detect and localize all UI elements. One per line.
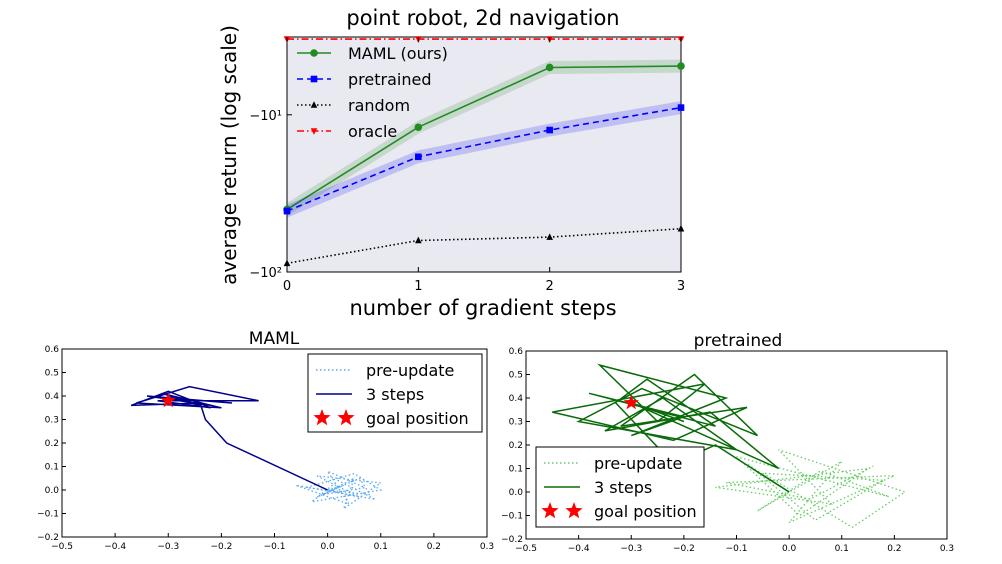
top-chart-title: point robot, 2d navigation (346, 6, 619, 30)
series-random (283, 224, 685, 267)
x-tick-label: 0.2 (887, 544, 901, 554)
legend-marker (310, 128, 318, 135)
x-tick-label: 0.3 (940, 544, 954, 554)
x-tick-label: 0.0 (782, 544, 797, 554)
confidence-band (287, 101, 681, 218)
x-tick-label: 0.3 (480, 542, 494, 552)
legend-marker (310, 101, 318, 108)
data-point (546, 233, 553, 240)
data-point (414, 123, 423, 132)
y-tick-label: 0.2 (45, 439, 59, 449)
maml-chart-title: MAML (249, 329, 300, 349)
y-tick-label: 0.1 (509, 465, 523, 475)
legend-label: oracle (348, 122, 397, 141)
legend-goal-star (337, 409, 355, 426)
pretrained-chart-title: pretrained (694, 331, 783, 351)
y-tick-label: 0.0 (45, 486, 60, 496)
legend-label: goal position (366, 409, 469, 428)
top-chart-x-axis-label: number of gradient steps (349, 296, 616, 320)
data-point (415, 236, 422, 244)
top-chart-y-axis-label: average return (log scale) (217, 25, 241, 285)
legend-goal-star (541, 502, 559, 519)
x-tick-label: 0.2 (427, 542, 441, 552)
y-tick-label: 0.4 (45, 392, 60, 402)
y-tick-label: 0.4 (509, 394, 524, 404)
x-tick-label: −0.3 (620, 544, 642, 554)
x-tick-label: 3 (677, 279, 685, 294)
x-tick-label: −0.1 (726, 544, 748, 554)
x-tick-label: −0.3 (157, 542, 179, 552)
data-point (415, 153, 422, 161)
y-tick-label: 0.5 (45, 369, 59, 379)
goal-star (623, 394, 639, 410)
y-tick-label: −10² (249, 266, 282, 281)
data-point (545, 63, 554, 72)
x-tick-label: −0.5 (51, 542, 73, 552)
x-tick-label: −0.1 (264, 542, 286, 552)
maml-chart-legend: pre-update 3 steps goal position (307, 353, 483, 433)
y-tick-label: 0.6 (509, 347, 524, 357)
y-tick-label: 0.6 (45, 345, 60, 355)
legend-label: random (348, 96, 410, 115)
legend-goal-star (565, 502, 583, 519)
x-tick-label: −0.4 (104, 542, 126, 552)
legend-label: MAML (ours) (348, 44, 448, 63)
x-tick-label: −0.4 (568, 544, 590, 554)
x-tick-label: 1 (414, 279, 422, 294)
x-tick-label: 0.1 (835, 544, 849, 554)
data-point (677, 62, 685, 70)
x-tick-label: 0.1 (374, 542, 388, 552)
data-point (283, 207, 291, 215)
y-tick-label: 0.0 (509, 488, 524, 498)
y-tick-label: −0.1 (37, 510, 59, 520)
pretrained-trajectory-chart: pretrained −0.5 −0.4 −0.3 −0.2 −0.1 0.0 0.1 0.2… (501, 331, 954, 554)
legend-label: pre-update (594, 454, 682, 473)
x-tick-label: −0.2 (210, 542, 232, 552)
pretrained-chart-legend: pre-update 3 steps goal position (535, 446, 705, 528)
top-chart: point robot, 2d navigation average retur… (217, 6, 685, 320)
legend-marker (310, 75, 318, 83)
series-pre-update (295, 469, 383, 511)
x-tick-label: 0.0 (320, 542, 335, 552)
y-tick-label: 0.5 (509, 371, 523, 381)
y-tick-label: 0.1 (45, 463, 59, 473)
maml-trajectory-chart: MAML −0.5 −0.4 −0.3 −0.2 −0.1 0.0 0.1 0.2 0.3 −0.… (37, 329, 494, 552)
legend-box (307, 353, 483, 433)
y-tick-label: −10¹ (249, 109, 282, 124)
y-tick-label: 0.3 (45, 416, 59, 426)
series-pre-update (715, 449, 907, 529)
y-tick-label: −0.2 (37, 533, 59, 543)
plot-area (286, 36, 682, 273)
y-tick-label: −0.2 (501, 535, 523, 545)
legend-marker (310, 49, 318, 57)
series-pretrained (283, 101, 685, 218)
y-tick-label: 0.3 (509, 418, 523, 428)
series-line (286, 65, 682, 211)
goal-star (160, 392, 176, 408)
legend-goal-star (313, 409, 331, 426)
top-chart-legend: MAML (ours) pretrained random oracle (297, 44, 448, 141)
x-tick-label: −0.5 (515, 544, 537, 554)
data-point (677, 224, 685, 232)
legend-label: 3 steps (594, 478, 652, 497)
y-tick-label: −0.1 (501, 512, 523, 522)
data-point (677, 104, 685, 111)
x-tick-label: 2 (546, 279, 554, 294)
y-tick-label: 0.2 (509, 441, 523, 451)
series-line (286, 106, 682, 212)
series-3-steps (552, 363, 790, 493)
x-tick-label: −0.2 (673, 544, 695, 554)
data-point (283, 259, 291, 267)
x-tick-label: 0 (283, 279, 291, 294)
legend-label: pretrained (348, 70, 431, 89)
series-3-steps (130, 385, 328, 491)
legend-label: 3 steps (366, 385, 424, 404)
legend-label: goal position (594, 502, 697, 521)
data-point (546, 126, 553, 134)
legend-label: pre-update (366, 361, 454, 380)
